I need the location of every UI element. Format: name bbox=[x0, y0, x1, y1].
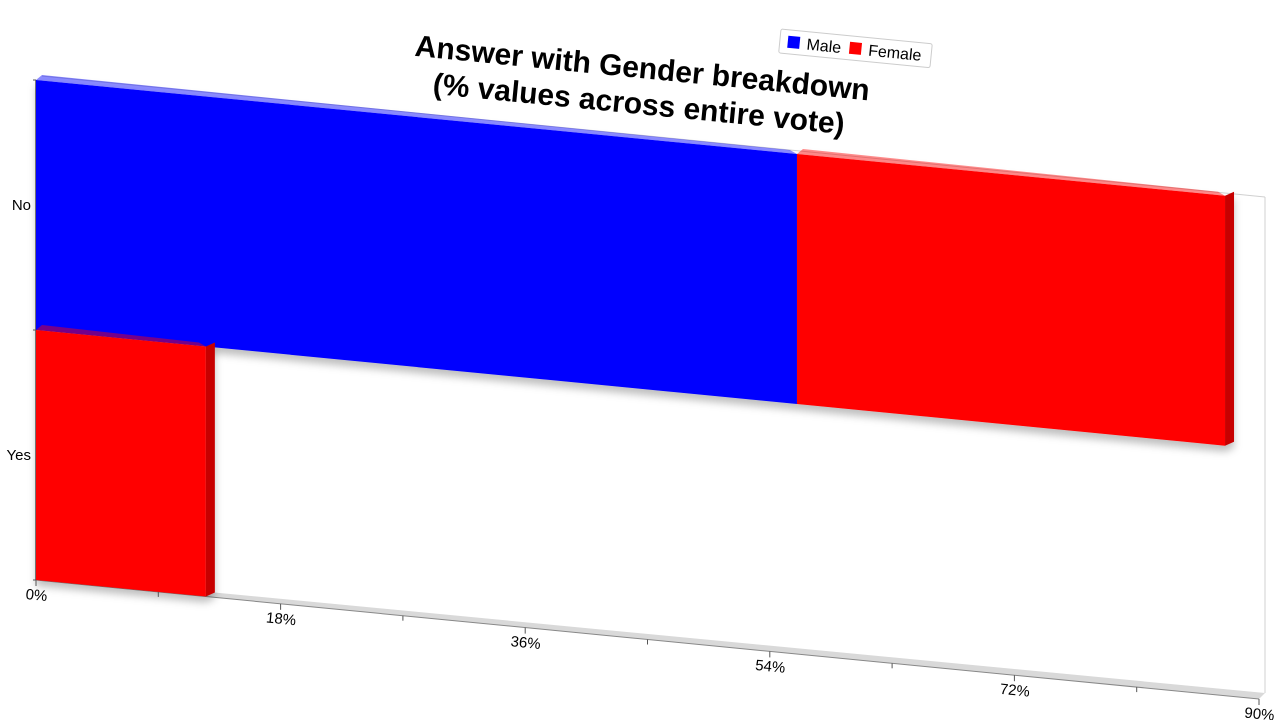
bar-end-face-no bbox=[1225, 191, 1235, 446]
y-axis-ticks: No Yes bbox=[7, 79, 36, 581]
bar-no-female bbox=[796, 154, 1226, 446]
legend-swatch-female bbox=[848, 41, 863, 55]
x-tick-label: 54% bbox=[754, 657, 786, 677]
x-tick-label: 36% bbox=[510, 633, 542, 653]
bar-end-face-yes bbox=[205, 342, 215, 597]
bar-top-face-no-male bbox=[36, 75, 797, 155]
legend: Male Female bbox=[778, 28, 933, 69]
bar-top-face-yes-female bbox=[36, 325, 206, 347]
y-category-label-yes: Yes bbox=[7, 447, 31, 464]
x-tick-label: 0% bbox=[25, 586, 48, 605]
y-category-label-no: No bbox=[12, 197, 31, 214]
bars-layer bbox=[36, 75, 1235, 597]
bar-group-no bbox=[36, 75, 1235, 446]
bar-group-yes bbox=[36, 325, 215, 597]
bar-yes-female bbox=[36, 330, 206, 597]
x-tick-label: 72% bbox=[999, 681, 1031, 701]
x-axis-ticks: 0% 18% 36% 54% 72% 90% bbox=[25, 580, 1275, 720]
floor-plane bbox=[36, 576, 1265, 699]
legend-swatch-male bbox=[787, 35, 801, 49]
bar-top-face-no-female bbox=[796, 149, 1226, 196]
legend-label-male: Male bbox=[806, 37, 842, 57]
legend-label-female: Female bbox=[867, 43, 922, 65]
bar-no-male bbox=[36, 80, 797, 405]
x-tick-label: 18% bbox=[265, 609, 297, 629]
x-tick-label: 90% bbox=[1244, 705, 1276, 720]
